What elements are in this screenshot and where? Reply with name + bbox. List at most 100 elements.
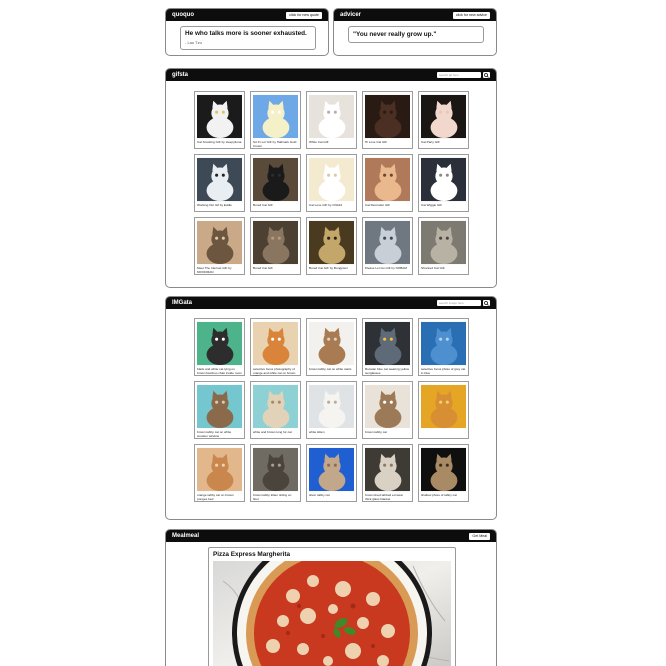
gif-caption: Shocked Cat GIF <box>421 267 445 270</box>
image-card[interactable]: brown tabby cat on white wooden window <box>194 381 245 439</box>
image-card[interactable]: selective focus photo of grey cat in blu… <box>418 318 469 376</box>
pizza-photo-icon <box>213 561 451 666</box>
cat-gif-icon <box>197 94 242 139</box>
cat-gif-icon <box>309 220 354 265</box>
gif-card[interactable]: Hi Love Cat GIF <box>362 91 413 149</box>
image-caption: selective focus photo of grey cat in blu… <box>421 368 466 375</box>
gif-card[interactable]: Please Let Go GIF by NOBAM <box>362 217 413 275</box>
gif-card[interactable]: Sci Fi Lol GIF by Hallmark Gold Crown <box>250 91 301 149</box>
gif-caption: Cat Smoking GIF by sleepyfiona <box>197 141 242 144</box>
cat-photo-icon <box>421 384 466 429</box>
image-caption: shallow photo of tabby cat <box>421 494 457 497</box>
gif-caption: Bored Cat GIF <box>253 204 273 207</box>
gif-caption: Cat Love GIF by Chibird <box>309 204 343 207</box>
gif-card[interactable]: Working Out Gif by Eddie <box>194 154 245 212</box>
image-card[interactable]: brown tabby cat on white stairs <box>306 318 357 376</box>
gif-card[interactable]: Bored Cat GIF <box>250 217 301 275</box>
gif-caption: White Cat GIF <box>309 141 329 144</box>
gif-grid: Cat Smoking GIF by sleepyfiona Sci Fi Lol… <box>194 91 473 275</box>
gif-card[interactable]: Bored Cat GIF <box>250 154 301 212</box>
quoquo-title: quoquo <box>172 12 194 18</box>
gif-card[interactable]: Bored Cat GIF by Bongpixel <box>306 217 357 275</box>
gif-caption: Please Let Go GIF by NOBAM <box>365 267 407 270</box>
advicer-title: advicer <box>340 12 362 18</box>
quoquo-panel: quoquo click for new quote He who talks … <box>165 8 329 56</box>
gif-card[interactable]: Cat Reminder GIF <box>362 154 413 212</box>
cat-gif-icon <box>365 220 410 265</box>
image-caption: selective focus photography of orange an… <box>253 368 296 376</box>
cat-gif-icon <box>197 220 242 265</box>
gifsta-header: gifsta <box>166 69 496 81</box>
gif-caption: Bored Cat GIF by Bongpixel <box>309 267 348 270</box>
imgata-header: IMGata <box>166 297 496 309</box>
gif-caption: Bored Cat GIF <box>253 267 273 270</box>
mealmeal-title: Mealmeal <box>172 533 200 539</box>
image-caption: orange tabby cat on brown pongee bed <box>197 494 234 501</box>
image-caption: brown tabby cat on white stairs <box>309 368 352 371</box>
imgata-panel: IMGata black and white cat lying on brow… <box>165 296 497 520</box>
cat-photo-icon <box>309 447 354 492</box>
cat-gif-icon <box>253 94 298 139</box>
cat-photo-icon <box>253 321 298 366</box>
quote-text: He who talks more is sooner exhausted. <box>185 30 307 37</box>
cat-photo-icon <box>365 321 410 366</box>
image-card[interactable]: black and white cat lying on brown bambo… <box>194 318 245 376</box>
image-card[interactable]: brown tabby cat <box>362 381 413 439</box>
image-card[interactable]: brown lined tabbed ed wear thick glass b… <box>362 444 413 502</box>
gif-search-input[interactable] <box>437 72 481 78</box>
image-caption: brown lined tabbed ed wear thick glass b… <box>365 494 404 501</box>
gif-caption: Cat Party GIF <box>421 141 440 144</box>
cat-gif-icon <box>421 220 466 265</box>
image-search-button[interactable] <box>483 300 490 306</box>
imgata-title: IMGata <box>172 300 193 306</box>
image-card[interactable]: brown tabby kitten sitting on floor <box>250 444 301 502</box>
cat-gif-icon <box>309 157 354 202</box>
image-card[interactable]: Russian blue cat wearing yellow sunglass… <box>362 318 413 376</box>
cat-photo-icon <box>421 321 466 366</box>
cat-gif-icon <box>197 157 242 202</box>
image-caption: brown tabby cat <box>365 431 387 434</box>
meal-name: Pizza Express Margherita <box>213 551 291 558</box>
image-card[interactable]: shallow photo of tabby cat <box>418 444 469 502</box>
image-card[interactable]: orange tabby cat on brown pongee bed <box>194 444 245 502</box>
image-caption: white kitten <box>309 431 325 434</box>
get-meal-button[interactable]: Get Meal <box>469 532 490 540</box>
gif-card[interactable]: White Cat GIF <box>306 91 357 149</box>
gif-caption: Hi Love Cat GIF <box>365 141 388 144</box>
imgata-search <box>437 300 490 306</box>
image-search-input[interactable] <box>437 300 481 306</box>
image-card[interactable]: white kitten <box>306 381 357 439</box>
gif-card[interactable]: Shocked Cat GIF <box>418 217 469 275</box>
gif-card[interactable]: Cat Love GIF by Chibird <box>306 154 357 212</box>
image-card[interactable] <box>418 381 469 439</box>
cat-gif-icon <box>365 94 410 139</box>
gifsta-search <box>437 72 490 78</box>
image-grid: black and white cat lying on brown bambo… <box>194 318 473 502</box>
cat-gif-icon <box>253 157 298 202</box>
image-caption: brown tabby kitten sitting on floor <box>253 494 292 501</box>
gif-card[interactable]: Meet The Internet GIF by MOODMAN <box>194 217 245 275</box>
advicer-panel: advicer click for new advice "You never … <box>333 8 497 56</box>
gif-search-button[interactable] <box>483 72 490 78</box>
cat-photo-icon <box>365 447 410 492</box>
cat-photo-icon <box>309 321 354 366</box>
image-card[interactable]: white and brown long fur cat <box>250 381 301 439</box>
cat-gif-icon <box>421 94 466 139</box>
gif-caption: Working Out Gif by Eddie <box>197 204 232 207</box>
cat-photo-icon <box>197 384 242 429</box>
new-advice-button[interactable]: click for new advice <box>452 11 490 19</box>
image-card[interactable]: selective focus photography of orange an… <box>250 318 301 376</box>
gif-card[interactable]: Cat Smoking GIF by sleepyfiona <box>194 91 245 149</box>
gifsta-panel: gifsta Cat Smoking GIF by sleepyfiona Sci… <box>165 68 497 288</box>
image-card[interactable]: silver tabby cat <box>306 444 357 502</box>
cat-photo-icon <box>197 321 242 366</box>
advice-card: "You never really grow up." <box>348 26 484 43</box>
new-quote-button[interactable]: click for new quote <box>286 11 322 19</box>
gif-card[interactable]: Cat Wiggle GIF <box>418 154 469 212</box>
cat-photo-icon <box>253 447 298 492</box>
cat-photo-icon <box>421 447 466 492</box>
search-icon <box>484 300 489 306</box>
gif-card[interactable]: Cat Party GIF <box>418 91 469 149</box>
mealmeal-header: Mealmeal Get Meal <box>166 530 496 542</box>
cat-gif-icon <box>365 157 410 202</box>
